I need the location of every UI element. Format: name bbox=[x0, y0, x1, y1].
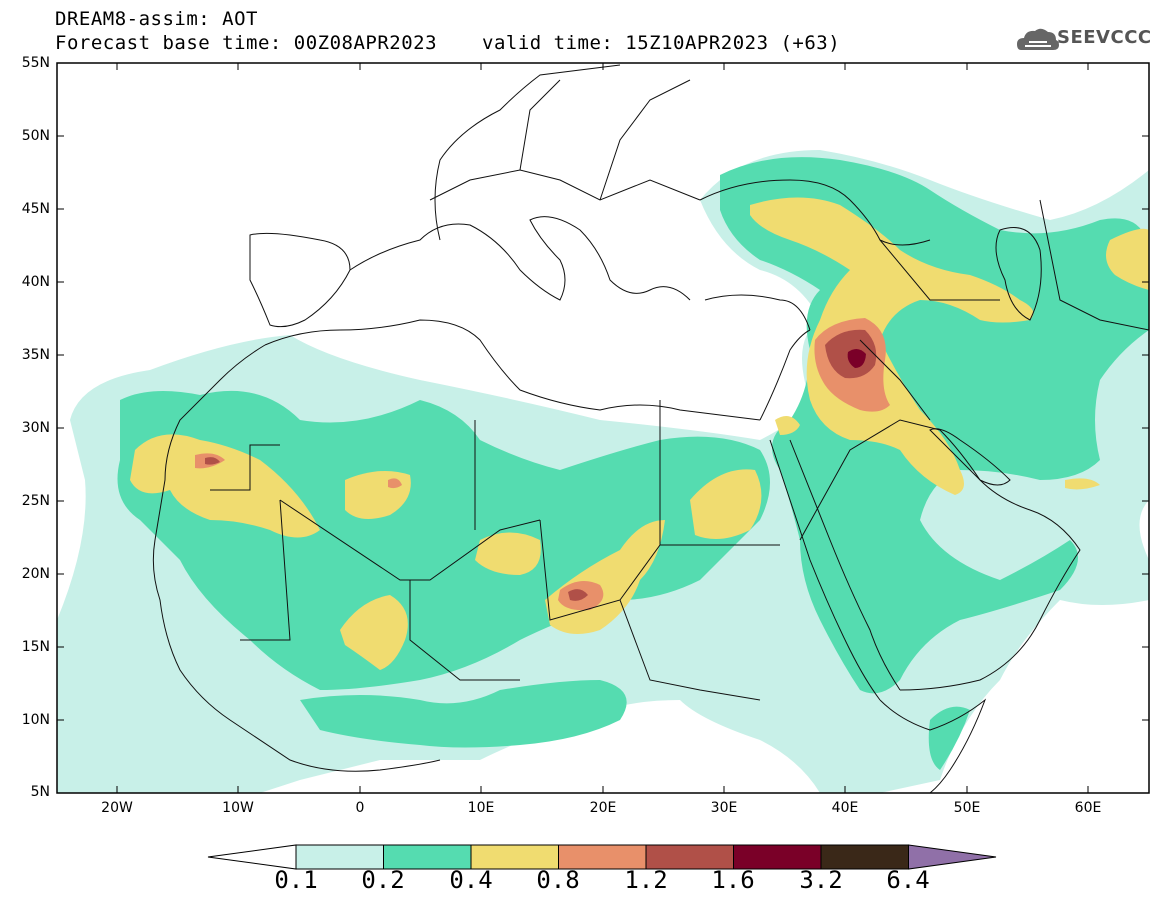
lat-label: 45N bbox=[21, 201, 50, 217]
lon-label: 20E bbox=[589, 800, 617, 816]
colorbar-label: 1.2 bbox=[624, 866, 668, 894]
colorbar-label: 0.4 bbox=[449, 866, 493, 894]
lat-label: 30N bbox=[21, 420, 50, 436]
coastlines bbox=[152, 64, 1149, 793]
colorbar-swatch bbox=[295, 844, 384, 870]
colorbar-label: 0.1 bbox=[274, 866, 318, 894]
colorbar-high-arrow bbox=[908, 844, 997, 870]
colorbar-label: 0.2 bbox=[361, 866, 405, 894]
lat-label: 25N bbox=[21, 493, 50, 509]
colorbar-label: 1.6 bbox=[711, 866, 755, 894]
lon-label: 10E bbox=[467, 800, 495, 816]
colorbar-label: 6.4 bbox=[886, 866, 930, 894]
aot-level-0.2 bbox=[117, 157, 1149, 770]
lon-label: 60E bbox=[1074, 800, 1102, 816]
lat-label: 10N bbox=[21, 712, 50, 728]
cloud-icon bbox=[1017, 28, 1059, 50]
lon-label: 10W bbox=[222, 800, 254, 816]
lat-label: 55N bbox=[21, 55, 50, 71]
colorbar-swatch bbox=[470, 844, 559, 870]
colorbar-label: 3.2 bbox=[799, 866, 843, 894]
lat-label: 15N bbox=[21, 639, 50, 655]
colorbar-swatch bbox=[558, 844, 647, 870]
lon-label: 40E bbox=[831, 800, 859, 816]
colorbar-swatch bbox=[383, 844, 472, 870]
lat-label: 5N bbox=[30, 784, 50, 800]
lon-label: 0 bbox=[355, 800, 365, 816]
axis-ticks bbox=[57, 62, 1149, 793]
lon-label: 30E bbox=[710, 800, 738, 816]
colorbar-swatch bbox=[820, 844, 909, 870]
lat-label: 35N bbox=[21, 347, 50, 363]
lat-label: 20N bbox=[21, 566, 50, 582]
logo-text: SEEVCCC bbox=[1057, 27, 1152, 48]
forecast-base-time: Forecast base time: 00Z08APR2023 bbox=[55, 32, 438, 54]
aot-fields bbox=[57, 150, 1149, 793]
aot-level-1.6 bbox=[847, 348, 866, 368]
lat-label: 50N bbox=[21, 128, 50, 144]
map-title: DREAM8-assim: AOT bbox=[55, 8, 258, 30]
lat-label: 40N bbox=[21, 274, 50, 290]
valid-time: valid time: 15Z10APR2023 (+63) bbox=[482, 32, 841, 54]
lon-label: 50E bbox=[953, 800, 981, 816]
colorbar-label: 0.8 bbox=[536, 866, 580, 894]
lon-label: 20W bbox=[101, 800, 133, 816]
